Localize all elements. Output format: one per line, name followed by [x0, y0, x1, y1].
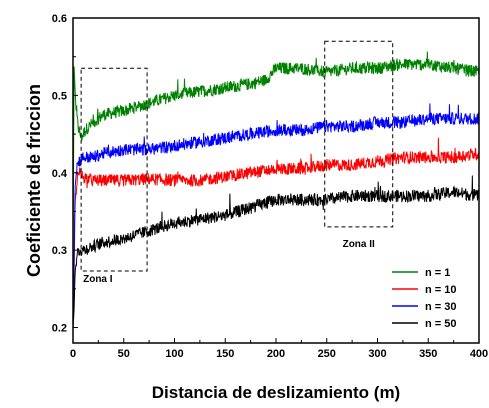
- x-tick-label: 250: [318, 348, 336, 360]
- y-tick-label: 0.5: [52, 90, 67, 102]
- x-tick-label: 150: [216, 348, 234, 360]
- legend-label: n = 50: [425, 318, 457, 330]
- x-tick-label: 350: [419, 348, 437, 360]
- zone-label-1: Zona I: [83, 274, 113, 285]
- series-line-2: [72, 137, 480, 328]
- x-tick-label: 300: [368, 348, 386, 360]
- x-axis-title: Distancia de deslizamiento (m): [152, 383, 400, 402]
- zone-label-2: Zona II: [343, 239, 375, 250]
- y-tick-label: 0.6: [52, 13, 67, 25]
- y-tick-label: 0.2: [52, 323, 67, 335]
- legend-label: n = 1: [425, 267, 450, 279]
- x-tick-label: 50: [118, 348, 130, 360]
- series-line-1: [72, 51, 480, 289]
- legend-label: n = 30: [425, 301, 457, 313]
- plot-area: Zona I Zona II 0 50 100 150 200 250 300 350 400 0.…: [52, 13, 488, 360]
- series-layer: [72, 51, 480, 328]
- y-tick-label: 0.4: [52, 168, 68, 180]
- legend: n = 1 n = 10 n = 30 n = 50: [392, 267, 457, 330]
- ticks-layer: 0 50 100 150 200 250 300 350 400 0.2 0.3 0.4 0.5 0.6: [52, 13, 488, 360]
- x-tick-label: 100: [165, 348, 183, 360]
- series-line-4: [72, 175, 480, 328]
- legend-label: n = 10: [425, 284, 457, 296]
- x-tick-label: 0: [70, 348, 76, 360]
- series-line-3: [72, 103, 480, 328]
- y-axis-title: Coeficiente de friccion: [24, 84, 44, 277]
- x-tick-label: 400: [470, 348, 488, 360]
- x-tick-label: 200: [267, 348, 285, 360]
- y-tick-label: 0.3: [52, 245, 67, 257]
- zone-box-2: [324, 40, 394, 228]
- zones-layer: Zona I Zona II: [80, 40, 394, 285]
- zone-box-1: [80, 67, 148, 272]
